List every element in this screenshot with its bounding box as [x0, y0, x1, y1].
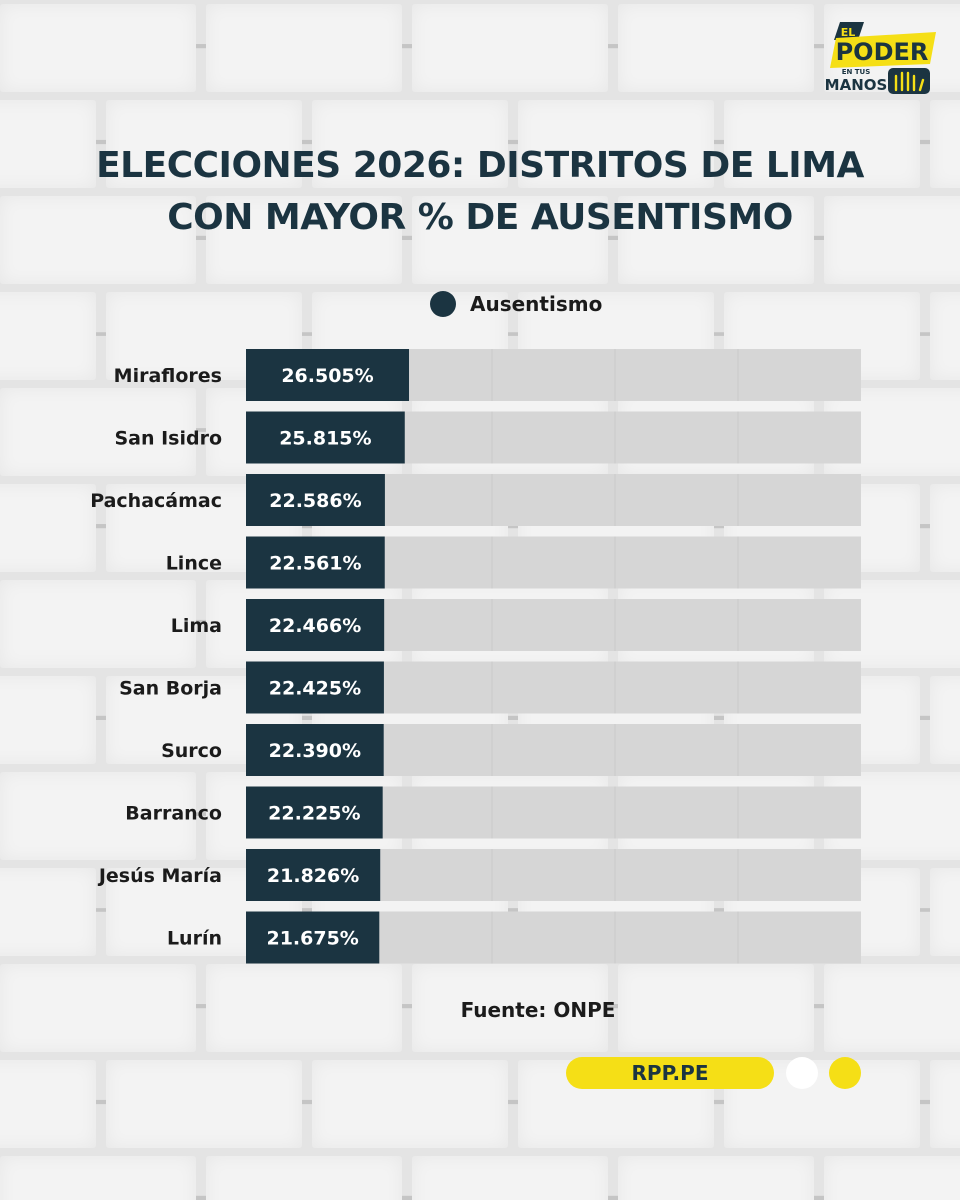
bar-value-label: 21.826% [267, 865, 359, 887]
wall-brick [206, 4, 402, 92]
wall-brick [0, 772, 196, 860]
wall-brick [0, 868, 96, 956]
bar-value-label: 22.561% [269, 553, 361, 575]
wall-brick [618, 196, 814, 284]
wall-brick [106, 1060, 302, 1148]
bar-value-label: 21.675% [266, 928, 358, 950]
wall-brick [930, 676, 960, 764]
wall-brick [106, 100, 302, 188]
wall-brick [0, 1060, 96, 1148]
wall-brick [0, 484, 96, 572]
wall-brick [930, 868, 960, 956]
category-label: Jesús María [97, 865, 222, 887]
yellow-dot-decoration [829, 1057, 861, 1089]
bar-value-label: 22.586% [269, 490, 361, 512]
wall-brick [824, 196, 960, 284]
raised-hand-icon [894, 71, 925, 92]
wall-brick [0, 676, 96, 764]
logo-poder: PODER [836, 38, 929, 66]
bar-ausentismo [246, 911, 380, 964]
wall-brick [724, 100, 920, 188]
logo-en-tus: EN TUS [842, 68, 871, 76]
wall-brick [930, 292, 960, 380]
wall-brick [0, 4, 196, 92]
legend-swatch [430, 291, 456, 317]
wall-brick [930, 1060, 960, 1148]
bar-ausentismo [246, 786, 383, 839]
wall-brick [824, 964, 960, 1052]
category-label: San Isidro [114, 428, 222, 450]
bar-value-label: 22.466% [269, 615, 361, 637]
white-dot-decoration [786, 1057, 818, 1089]
category-label: San Borja [119, 678, 222, 700]
bar-value-label: 22.425% [269, 678, 361, 700]
rpp-site-pill[interactable]: RPP.PE [566, 1057, 774, 1089]
wall-brick [206, 1156, 402, 1200]
bar-ausentismo [246, 849, 381, 901]
wall-brick [412, 4, 608, 92]
bar-ausentismo [246, 474, 385, 526]
wall-brick [518, 100, 714, 188]
bar-chart: 26.505% Miraflores 25.815% San Isidro 22.586… [90, 349, 861, 964]
wall-brick [824, 1156, 960, 1200]
bar-value-label: 22.225% [268, 803, 360, 825]
bar-value-label: 22.390% [269, 740, 361, 762]
title-line-2: CON MAYOR % DE AUSENTISMO [167, 197, 793, 238]
bar-ausentismo [246, 349, 410, 401]
bar-ausentismo [246, 536, 385, 589]
bar-value-label: 26.505% [281, 365, 373, 387]
wall-brick [0, 964, 196, 1052]
wall-brick [618, 964, 814, 1052]
category-label: Barranco [125, 803, 222, 825]
wall-brick [412, 1156, 608, 1200]
title-line-1: ELECCIONES 2026: DISTRITOS DE LIMA [96, 145, 864, 186]
bar-ausentismo [246, 661, 384, 714]
category-label: Surco [161, 740, 222, 762]
el-poder-en-tus-manos-logo: EL PODER EN TUS MANOS [826, 22, 936, 94]
wall-brick [412, 964, 608, 1052]
wall-brick [930, 484, 960, 572]
wall-brick [0, 388, 196, 476]
wall-brick [412, 196, 608, 284]
wall-brick [312, 1060, 508, 1148]
category-label: Lurín [167, 928, 222, 950]
wall-brick [0, 292, 96, 380]
wall-brick [0, 196, 196, 284]
bar-ausentismo [246, 724, 384, 776]
wall-brick [0, 580, 196, 668]
legend-label: Ausentismo [470, 292, 603, 316]
bar-ausentismo [246, 411, 405, 464]
wall-brick [930, 100, 960, 188]
category-label: Miraflores [114, 365, 222, 387]
wall-brick [618, 4, 814, 92]
wall-brick [206, 964, 402, 1052]
logo-el: EL [841, 26, 856, 39]
category-label: Pachacámac [90, 490, 222, 512]
wall-brick [206, 196, 402, 284]
source-note: Fuente: ONPE [460, 998, 616, 1022]
bar-value-label: 25.815% [279, 428, 371, 450]
bar-ausentismo [246, 599, 385, 651]
category-label: Lince [166, 553, 222, 575]
wall-brick [0, 100, 96, 188]
chart-title: ELECCIONES 2026: DISTRITOS DE LIMA CON M… [0, 140, 960, 244]
wall-brick [618, 1156, 814, 1200]
chart-legend: Ausentismo [430, 290, 602, 318]
wall-brick [312, 100, 508, 188]
category-label: Lima [171, 615, 222, 637]
wall-brick [0, 1156, 196, 1200]
logo-manos: MANOS [826, 76, 887, 94]
